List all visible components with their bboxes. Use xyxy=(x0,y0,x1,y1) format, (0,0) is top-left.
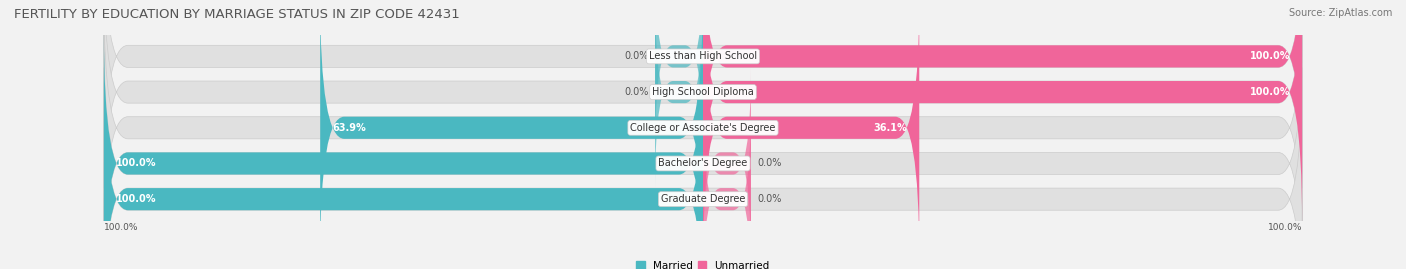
FancyBboxPatch shape xyxy=(703,0,920,260)
FancyBboxPatch shape xyxy=(703,103,751,269)
Text: 100.0%: 100.0% xyxy=(115,158,156,168)
FancyBboxPatch shape xyxy=(104,0,1302,188)
FancyBboxPatch shape xyxy=(655,0,703,188)
Text: High School Diploma: High School Diploma xyxy=(652,87,754,97)
Text: 0.0%: 0.0% xyxy=(624,51,650,61)
Text: 0.0%: 0.0% xyxy=(756,158,782,168)
FancyBboxPatch shape xyxy=(104,0,1302,260)
Text: FERTILITY BY EDUCATION BY MARRIAGE STATUS IN ZIP CODE 42431: FERTILITY BY EDUCATION BY MARRIAGE STATU… xyxy=(14,8,460,21)
Text: 100.0%: 100.0% xyxy=(1250,87,1291,97)
FancyBboxPatch shape xyxy=(703,68,751,260)
FancyBboxPatch shape xyxy=(104,68,1302,269)
Text: 63.9%: 63.9% xyxy=(332,123,366,133)
FancyBboxPatch shape xyxy=(104,32,703,269)
FancyBboxPatch shape xyxy=(104,32,1302,269)
FancyBboxPatch shape xyxy=(321,0,703,260)
FancyBboxPatch shape xyxy=(104,0,1302,224)
FancyBboxPatch shape xyxy=(655,0,703,153)
Text: 100.0%: 100.0% xyxy=(1250,51,1291,61)
Text: 100.0%: 100.0% xyxy=(1268,224,1302,232)
FancyBboxPatch shape xyxy=(703,0,1302,188)
Text: 100.0%: 100.0% xyxy=(115,194,156,204)
FancyBboxPatch shape xyxy=(104,68,703,269)
Text: 0.0%: 0.0% xyxy=(756,194,782,204)
Text: 0.0%: 0.0% xyxy=(624,87,650,97)
Text: 100.0%: 100.0% xyxy=(104,224,138,232)
Text: 36.1%: 36.1% xyxy=(873,123,907,133)
Text: Graduate Degree: Graduate Degree xyxy=(661,194,745,204)
FancyBboxPatch shape xyxy=(703,0,1302,224)
Text: Bachelor's Degree: Bachelor's Degree xyxy=(658,158,748,168)
Text: Less than High School: Less than High School xyxy=(650,51,756,61)
Legend: Married, Unmarried: Married, Unmarried xyxy=(633,256,773,269)
Text: College or Associate's Degree: College or Associate's Degree xyxy=(630,123,776,133)
Text: Source: ZipAtlas.com: Source: ZipAtlas.com xyxy=(1288,8,1392,18)
